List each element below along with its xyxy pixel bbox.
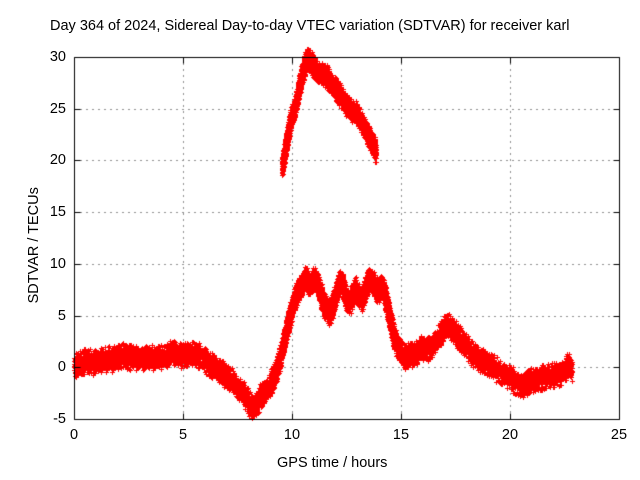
y-tick-label: 15	[49, 204, 66, 221]
y-axis-label: SDTVAR / TECUs	[25, 187, 42, 304]
y-tick-label: 0	[57, 359, 66, 376]
x-tick-label: 25	[610, 427, 628, 443]
page-title: Day 364 of 2024, Sidereal Day-to-day VTE…	[50, 18, 570, 34]
x-axis-label: GPS time / hours	[277, 455, 388, 471]
y-tick-label: 30	[49, 49, 66, 65]
x-tick-label: 0	[69, 427, 79, 443]
y-tick-label: 5	[57, 307, 66, 324]
y-tick-label: 25	[49, 100, 66, 117]
y-tick-label: -5	[53, 411, 66, 427]
y-tick-label: 20	[49, 152, 66, 169]
x-tick-label: 15	[392, 427, 410, 443]
y-tick-label: 10	[49, 255, 66, 272]
x-tick-label: 10	[283, 427, 301, 443]
x-tick-label: 5	[178, 427, 188, 443]
x-tick-label: 20	[501, 427, 519, 443]
